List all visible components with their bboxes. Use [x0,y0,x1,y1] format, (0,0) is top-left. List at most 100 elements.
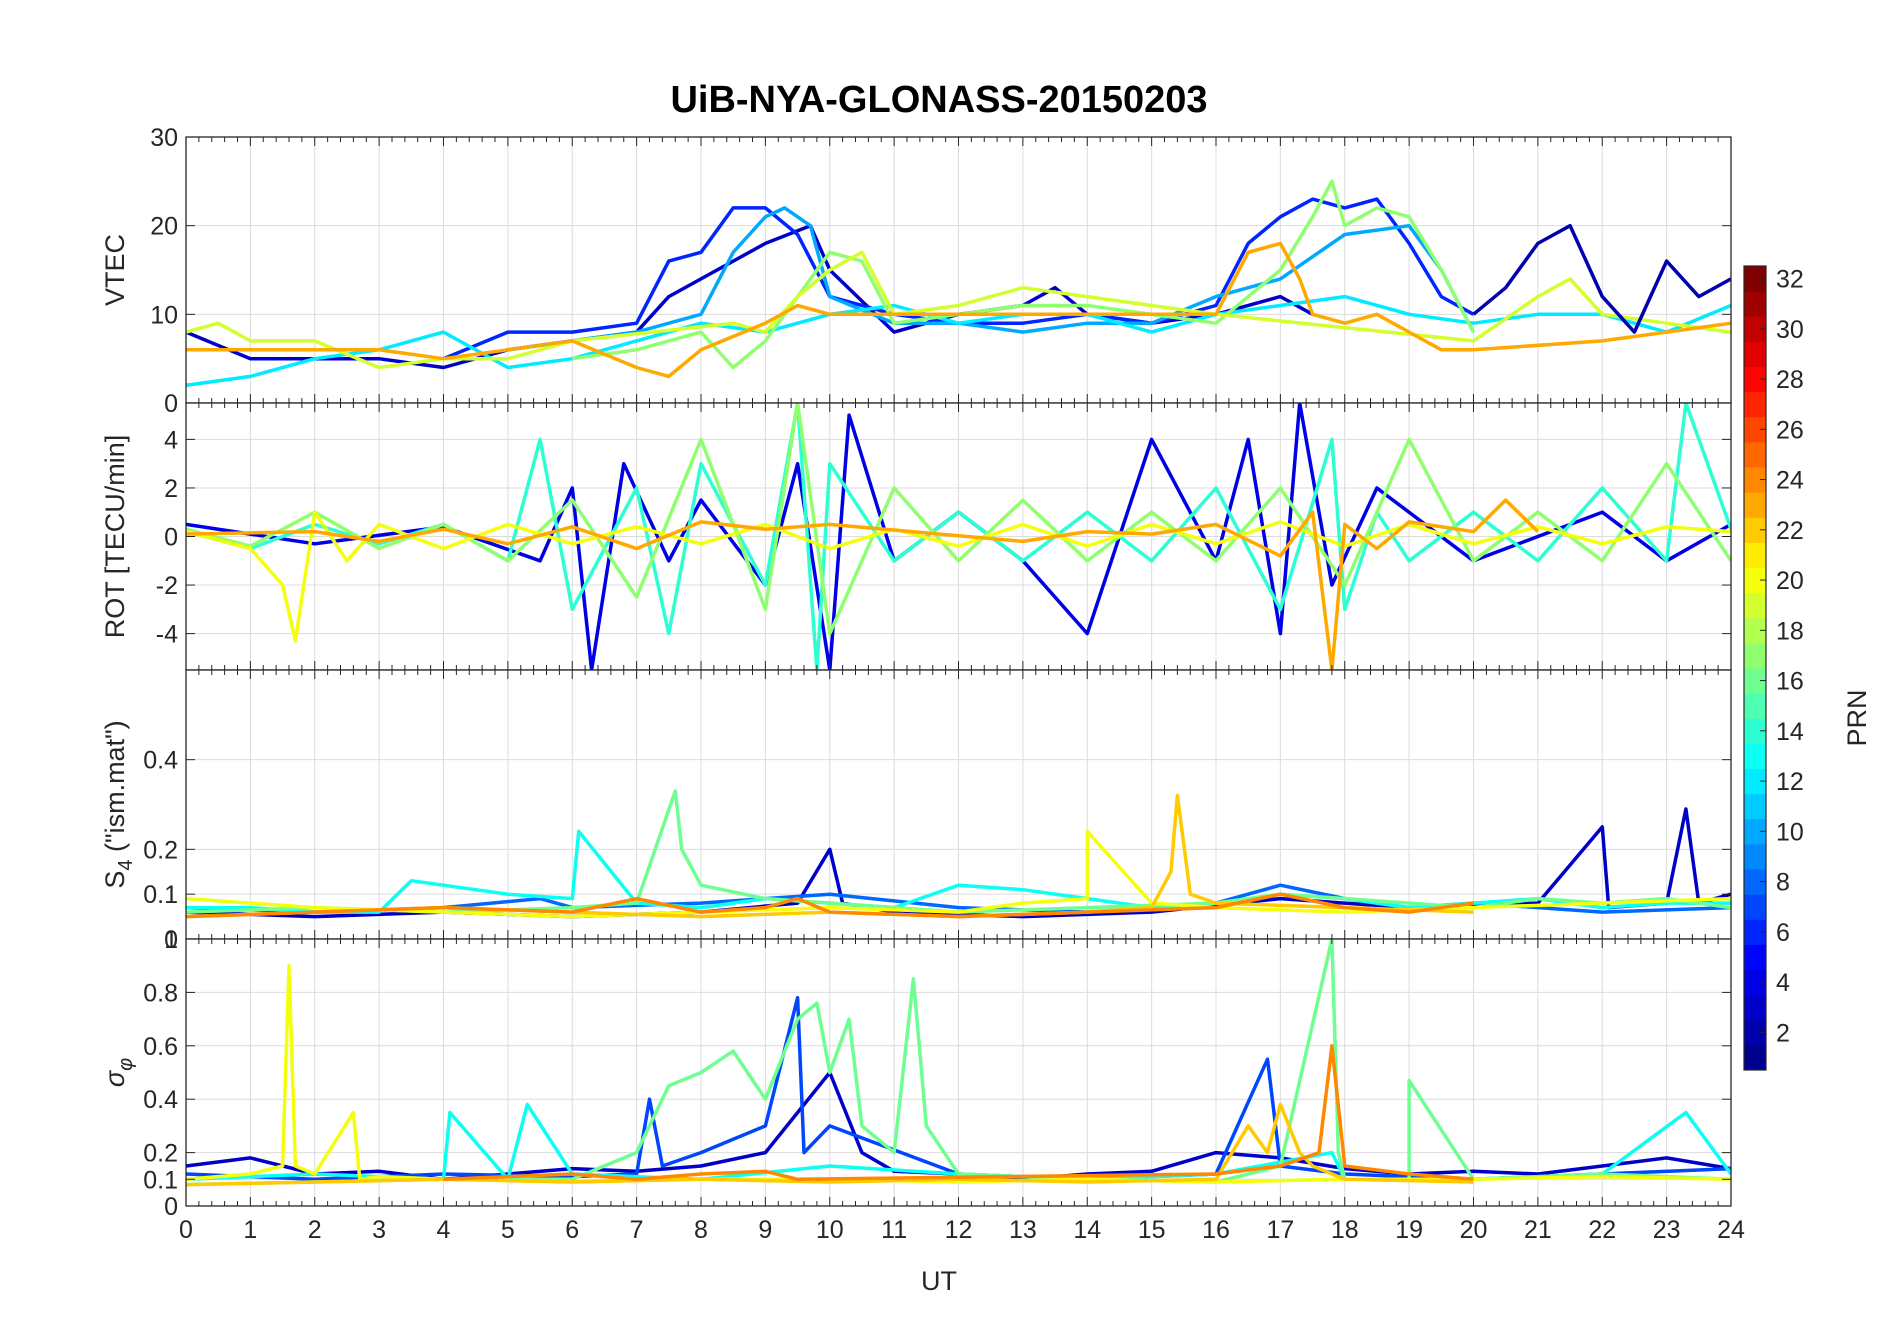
y-axis-label-rest: ("ism.mat") [100,720,130,859]
x-tick-label: 5 [501,1216,515,1244]
colorbar-swatch [1744,944,1766,970]
colorbar-swatch [1744,341,1766,367]
series-line-prn-6 [442,197,1475,361]
colorbar-swatch [1744,843,1766,870]
colorbar-swatch [1744,492,1766,518]
x-tick-label: 14 [1073,1216,1101,1244]
y-axis-label-main: σ [100,1069,130,1087]
series-group [186,939,1731,1187]
colorbar-swatch [1744,266,1766,292]
x-tick-label: 12 [945,1216,973,1244]
y-tick-label: 0.1 [143,1166,178,1194]
y-tick-label: 1 [164,926,178,954]
x-tick-label: 11 [881,1216,907,1244]
y-tick-label: 0 [164,1193,178,1221]
colorbar-tick-label: 32 [1776,266,1804,294]
colorbar-swatch [1744,869,1766,895]
x-tick-label: 24 [1717,1216,1745,1244]
colorbar-swatch [1744,291,1766,317]
figure-title: UiB-NYA-GLONASS-20150203 [670,79,1207,121]
colorbar-tick-label: 20 [1776,567,1804,595]
colorbar-tick-label: 2 [1776,1019,1790,1047]
x-tick-label: 13 [1009,1216,1037,1244]
y-tick-label: 0.4 [143,747,178,775]
series-line-prn-12 [186,294,1731,388]
x-tick-label: 19 [1395,1216,1423,1244]
series-line-prn-24 [443,1044,1474,1182]
y-tick-label: 2 [164,475,178,503]
y-axis-label: S4 ("ism.mat") [100,720,137,888]
x-tick-label: 0 [179,1216,193,1244]
x-tick-label: 16 [1202,1216,1230,1244]
x-tick-label: 8 [694,1216,708,1244]
y-tick-label: 0.6 [143,1033,178,1061]
series-line-prn-2 [1472,223,1731,334]
x-tick-label: 6 [565,1216,579,1244]
x-tick-label: 2 [308,1216,322,1244]
x-tick-label: 21 [1524,1216,1552,1244]
colorbar-tick-label: 28 [1776,366,1804,394]
y-tick-label: -4 [156,621,178,649]
x-tick-label: 1 [243,1216,257,1244]
colorbar-swatch [1744,391,1766,418]
colorbar-swatch [1744,818,1766,845]
y-axis-label-sub: 4 [115,860,137,871]
y-tick-label: 0 [164,524,178,552]
colorbar-swatch [1744,1044,1766,1071]
colorbar-label: PRN [1842,689,1872,746]
x-tick-label: 15 [1138,1216,1166,1244]
colorbar-tick-label: 4 [1776,969,1790,997]
colorbar-swatch [1744,793,1766,820]
series-line-prn-23 [186,241,1731,379]
x-tick-label: 18 [1331,1216,1359,1244]
colorbar-swatch [1744,542,1766,568]
colorbar-swatch [1744,693,1766,719]
y-axis-label: σφ [100,1058,137,1087]
y-tick-label: -2 [156,572,178,600]
colorbar-swatch [1744,467,1766,493]
colorbar-swatch [1744,366,1766,393]
series-group [186,179,1731,388]
series-line-prn-17 [572,179,1476,370]
x-tick-label: 3 [372,1216,386,1244]
series-group [186,403,1731,670]
x-tick-label: 17 [1266,1216,1294,1244]
panel-sigma_phi: 00.10.20.40.60.810 1 2 3 4 5 6 7 8 9 10 11 12 13 14 15 1… [100,926,1745,1244]
colorbar-swatch [1744,668,1766,694]
y-tick-label: 0 [164,390,178,418]
colorbar-swatch [1744,919,1766,945]
colorbar-swatch [1744,592,1766,619]
y-tick-label: 0.2 [143,836,178,864]
x-tick-label: 23 [1653,1216,1681,1244]
y-axis-label: ROT [TECU/min] [100,435,130,639]
x-axis-label: UT [921,1266,957,1296]
series-line-prn-23 [186,498,1540,670]
colorbar-tick-label: 6 [1776,919,1790,947]
colorbar-tick-label: 30 [1776,316,1804,344]
colorbar-tick-label: 16 [1776,668,1804,696]
colorbar-swatch [1744,994,1766,1021]
colorbar-tick-label: 26 [1776,416,1804,444]
x-tick-label: 22 [1588,1216,1616,1244]
colorbar-tick-label: 8 [1776,869,1790,897]
colorbar-swatch [1744,969,1766,996]
series-line-prn-22 [186,1102,1474,1187]
y-axis-label-main: S [100,871,130,889]
series-line-prn-24 [186,892,1474,919]
colorbar-tick-label: 12 [1776,768,1804,796]
y-axis-label: VTEC [100,234,130,306]
colorbar-swatch [1744,743,1766,769]
x-tick-label: 4 [437,1216,451,1244]
series-line-prn-10 [507,206,1476,352]
colorbar-tick-label: 22 [1776,517,1804,545]
y-tick-label: 0 [164,926,178,954]
colorbar-swatch [1744,316,1766,342]
y-tick-label: 0.8 [143,979,178,1007]
colorbar-swatch [1744,642,1766,669]
colorbar-swatch [1744,718,1766,744]
colorbar-swatch [1744,617,1766,644]
colorbar-swatch [1744,894,1766,920]
